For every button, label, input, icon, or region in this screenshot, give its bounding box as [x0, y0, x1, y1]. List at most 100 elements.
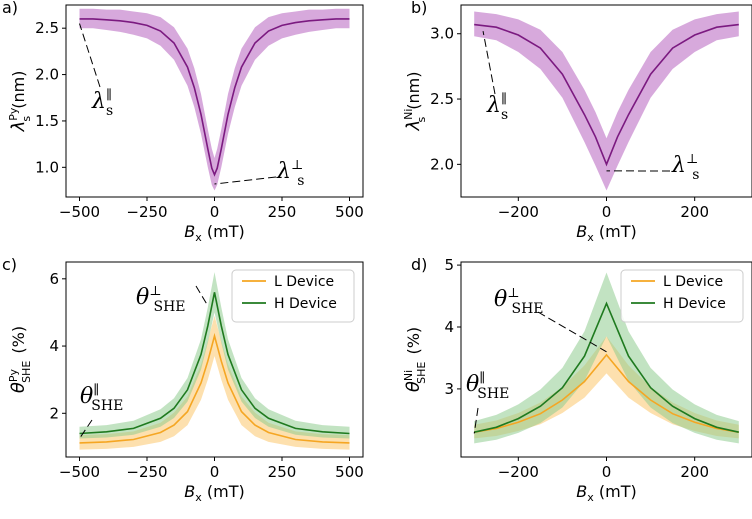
annotation-sub: s — [692, 167, 699, 183]
y-tick-label: 4 — [444, 318, 454, 336]
y-axis-label-unit: (%) — [404, 327, 423, 360]
x-tick-label: 0 — [210, 203, 220, 221]
annotation-sub: SHE — [477, 386, 509, 402]
legend-entry: H Device — [663, 296, 726, 312]
y-axis-label-sub: s — [415, 117, 428, 123]
annotation-sub: SHE — [153, 299, 185, 315]
annotation-label: θ⊥ SHE — [136, 284, 186, 315]
x-axis-label-unit: (mT) — [202, 222, 245, 241]
x-axis-label-sub: x — [195, 231, 202, 244]
y-axis-label-sup: Py — [7, 368, 20, 382]
series-line-1 — [79, 18, 350, 177]
y-axis-label-main: θ — [8, 382, 29, 393]
annotation-leader — [214, 176, 277, 185]
series-band-1 — [79, 8, 350, 191]
x-tick-label: −500 — [59, 203, 100, 221]
annotation-sup: ∥ — [93, 383, 99, 398]
annotation-leader — [79, 23, 101, 88]
y-axis-label-unit: (%) — [9, 326, 28, 359]
panel-label: d) — [411, 255, 427, 274]
annotation-sup: ∥ — [479, 371, 485, 386]
series-line-1 — [474, 23, 739, 167]
panel-label: b) — [411, 0, 427, 17]
annotation-sup: ∥ — [106, 88, 112, 103]
x-tick-label: 200 — [680, 463, 709, 481]
x-axis-label-unit: (mT) — [202, 482, 245, 501]
x-axis-label-sub: x — [587, 491, 594, 504]
y-tick-label: 2.0 — [430, 155, 454, 173]
x-axis-label-unit: (mT) — [594, 222, 637, 241]
series-line-1 — [79, 332, 350, 444]
annotation-main: λ — [486, 93, 501, 118]
annotation-sub: SHE — [91, 398, 123, 414]
x-tick-label: 200 — [680, 203, 709, 221]
y-axis-label-sup: Ni — [402, 370, 415, 381]
x-axis-label: Bx (mT) — [576, 222, 636, 244]
y-axis-label-main: λ — [403, 120, 424, 132]
y-axis-label-sub: SHE — [20, 361, 33, 383]
y-axis-label-sup: Py — [7, 107, 20, 121]
annotation-main: λ — [671, 153, 686, 178]
annotation-label: λ∥ s — [91, 88, 113, 119]
legend-box — [620, 269, 744, 323]
annotation-sup: ⊥ — [291, 158, 303, 173]
annotation-label: λ∥ s — [486, 92, 508, 123]
legend: L Device H Device — [620, 269, 744, 323]
annotation-label: θ∥ SHE — [80, 383, 123, 414]
y-axis-label-sup: Ni — [402, 109, 415, 120]
y-axis-label: θNiSHE (%) — [402, 327, 428, 392]
annotation-sup: ⊥ — [149, 284, 161, 299]
x-axis-label: Bx (mT) — [184, 222, 244, 244]
y-tick-label: 5 — [444, 256, 454, 274]
y-tick-label: 6 — [49, 270, 59, 288]
y-axis-label: λPys (nm) — [7, 71, 33, 133]
annotation-leader — [482, 31, 496, 95]
y-tick-label: 2.5 — [35, 19, 59, 37]
annotation-main: θ — [494, 287, 507, 312]
legend-box — [231, 269, 355, 323]
x-axis-label-main: B — [576, 222, 587, 241]
x-tick-label: −250 — [126, 203, 167, 221]
annotation-leader — [473, 407, 479, 434]
x-axis-label-sub: x — [195, 491, 202, 504]
y-tick-label: 2.5 — [430, 90, 454, 108]
series-line-1 — [474, 353, 739, 433]
x-axis-label-sub: x — [587, 231, 594, 244]
x-tick-label: −200 — [498, 463, 539, 481]
x-tick-label: −500 — [59, 463, 100, 481]
y-axis-label-sub: SHE — [415, 362, 428, 384]
y-axis-label-unit: (nm) — [9, 71, 28, 114]
y-tick-label: 3.0 — [430, 25, 454, 43]
annotation-label: θ⊥ SHE — [494, 286, 544, 317]
panel-label: c) — [2, 255, 17, 274]
legend-entry: L Device — [274, 274, 334, 290]
annotation-label: λ⊥ s — [276, 158, 304, 189]
x-tick-label: 500 — [335, 463, 364, 481]
y-tick-label: 1.5 — [35, 112, 59, 130]
x-axis-label-main: B — [184, 222, 195, 241]
annotation-main: λ — [91, 89, 106, 114]
x-axis-label: Bx (mT) — [576, 482, 636, 504]
y-tick-label: 4 — [49, 337, 59, 355]
annotation-sub: s — [501, 107, 508, 123]
series-band-1 — [474, 11, 739, 191]
y-tick-label: 2.0 — [35, 66, 59, 84]
annotation-label: λ⊥ s — [671, 152, 699, 183]
annotation-main: θ — [80, 384, 93, 409]
annotation-sub: s — [106, 103, 113, 119]
x-tick-label: −200 — [498, 203, 539, 221]
y-axis-label-main: λ — [8, 121, 29, 133]
y-tick-label: 3 — [444, 380, 454, 398]
x-tick-label: 250 — [268, 463, 297, 481]
annotation-main: θ — [466, 372, 479, 397]
x-tick-label: 0 — [210, 463, 220, 481]
annotation-label: θ∥ SHE — [466, 371, 509, 402]
panel-label: a) — [2, 0, 18, 17]
series-band-2 — [474, 272, 739, 444]
y-axis-label-sub: s — [20, 116, 33, 122]
